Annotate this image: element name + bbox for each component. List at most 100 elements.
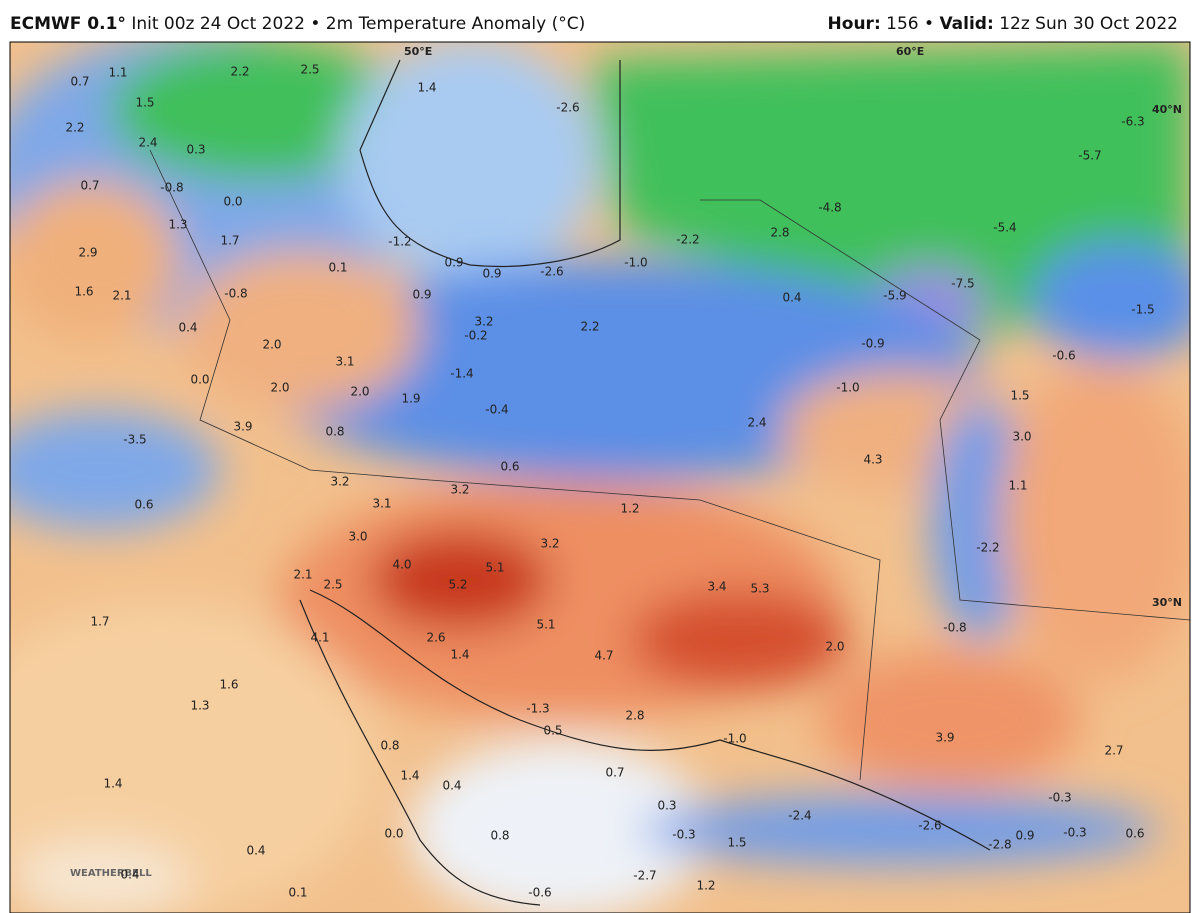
anomaly-label: 0.4 (246, 844, 265, 858)
anomaly-label: 0.4 (178, 321, 197, 335)
anomaly-label: 0.3 (657, 799, 676, 813)
anomaly-label: -1.5 (1131, 303, 1154, 317)
anomaly-label: 2.0 (825, 640, 844, 654)
logo: WEATHERBELL (70, 868, 152, 879)
anomaly-label: 1.2 (696, 879, 715, 893)
anomaly-label: 3.1 (335, 355, 354, 369)
anomaly-label: 1.3 (190, 699, 209, 713)
anomaly-label: 0.6 (134, 498, 153, 512)
anomaly-label: 2.2 (65, 121, 84, 135)
header: ECMWF 0.1° Init 00z 24 Oct 2022 • 2m Tem… (0, 0, 1200, 40)
anomaly-label: 4.1 (310, 631, 329, 645)
anomaly-label: -0.2 (464, 329, 487, 343)
anomaly-label: 1.7 (90, 615, 109, 629)
anomaly-label: -4.8 (818, 201, 841, 215)
header-left: ECMWF 0.1° Init 00z 24 Oct 2022 • 2m Tem… (10, 14, 585, 34)
anomaly-label: 0.8 (490, 829, 509, 843)
anomaly-label: -5.7 (1078, 149, 1101, 163)
anomaly-label: 2.0 (270, 381, 289, 395)
anomaly-label: 1.4 (417, 81, 436, 95)
anomaly-label: 1.7 (220, 234, 239, 248)
anomaly-label: 2.2 (230, 65, 249, 79)
anomaly-label: -1.0 (836, 381, 859, 395)
anomaly-label: -1.2 (388, 235, 411, 249)
anomaly-label: 2.8 (770, 226, 789, 240)
anomaly-label: -6.3 (1121, 115, 1144, 129)
anomaly-label: 1.5 (727, 836, 746, 850)
anomaly-label: 1.1 (108, 66, 127, 80)
anomaly-label: 0.7 (70, 75, 89, 89)
anomaly-label: 1.5 (135, 96, 154, 110)
anomaly-label: -7.5 (951, 277, 974, 291)
anomaly-label: -2.6 (918, 819, 941, 833)
run-info: Init 00z 24 Oct 2022 • 2m Temperature An… (131, 14, 586, 34)
grid-label: 30°N (1152, 596, 1182, 609)
anomaly-label: 3.9 (935, 731, 954, 745)
anomaly-label: 3.2 (330, 475, 349, 489)
anomaly-label: 0.8 (325, 425, 344, 439)
anomaly-label: -2.2 (976, 541, 999, 555)
anomaly-label: 2.1 (293, 568, 312, 582)
valid-value: 12z Sun 30 Oct 2022 (999, 14, 1178, 34)
anomaly-label: 4.7 (594, 649, 613, 663)
anomaly-label: 1.2 (620, 502, 639, 516)
anomaly-label: 0.4 (782, 291, 801, 305)
anomaly-label: 2.0 (262, 338, 281, 352)
valid-label: Valid: (939, 14, 994, 34)
anomaly-label: 2.6 (426, 631, 445, 645)
hour-value: 156 • (886, 14, 935, 34)
anomaly-label: -0.6 (1052, 349, 1075, 363)
anomaly-label: -2.2 (676, 233, 699, 247)
anomaly-label: 3.4 (707, 580, 726, 594)
anomaly-label: 1.4 (103, 777, 122, 791)
coastline (299, 589, 991, 906)
anomaly-label: 5.2 (448, 578, 467, 592)
anomaly-label: 0.8 (380, 739, 399, 753)
map-frame (9, 41, 1191, 913)
anomaly-label: 4.0 (392, 558, 411, 572)
coastline (359, 59, 621, 267)
anomaly-label: 3.2 (474, 315, 493, 329)
anomaly-label: 0.3 (186, 143, 205, 157)
anomaly-label: -1.0 (723, 732, 746, 746)
anomaly-label: 2.9 (78, 246, 97, 260)
anomaly-label: 0.6 (1125, 827, 1144, 841)
anomaly-label: 0.6 (500, 460, 519, 474)
anomaly-label: 5.3 (750, 582, 769, 596)
anomaly-label: 3.2 (450, 483, 469, 497)
anomaly-label: -0.3 (1048, 791, 1071, 805)
grid-label: 60°E (896, 45, 924, 58)
anomaly-label: -1.3 (526, 702, 549, 716)
anomaly-field (10, 42, 1190, 913)
anomaly-label: 1.1 (1008, 479, 1027, 493)
anomaly-label: 5.1 (536, 618, 555, 632)
anomaly-label: -2.4 (788, 809, 811, 823)
anomaly-label: 0.0 (223, 195, 242, 209)
anomaly-label: 2.7 (1104, 744, 1123, 758)
anomaly-label: 3.1 (372, 497, 391, 511)
anomaly-label: 3.2 (540, 537, 559, 551)
anomaly-label: 1.9 (401, 392, 420, 406)
anomaly-label: 0.9 (444, 256, 463, 270)
anomaly-label: -0.9 (861, 337, 884, 351)
anomaly-label: -2.6 (540, 265, 563, 279)
anomaly-label: -0.8 (943, 621, 966, 635)
header-right: Hour: 156 • Valid: 12z Sun 30 Oct 2022 (828, 14, 1178, 34)
anomaly-label: 0.7 (605, 766, 624, 780)
anomaly-label: 2.2 (580, 320, 599, 334)
anomaly-label: 1.4 (400, 769, 419, 783)
anomaly-label: 1.6 (219, 678, 238, 692)
anomaly-label: 3.0 (348, 530, 367, 544)
anomaly-label: -2.8 (988, 838, 1011, 852)
anomaly-label: 0.9 (482, 267, 501, 281)
anomaly-label: -2.6 (556, 101, 579, 115)
anomaly-label: 1.4 (450, 648, 469, 662)
anomaly-label: -0.8 (160, 181, 183, 195)
anomaly-label: 5.1 (485, 561, 504, 575)
grid-label: 40°N (1152, 103, 1182, 116)
anomaly-label: 4.3 (863, 453, 882, 467)
anomaly-label: -1.0 (624, 256, 647, 270)
anomaly-label: 0.4 (120, 868, 139, 882)
